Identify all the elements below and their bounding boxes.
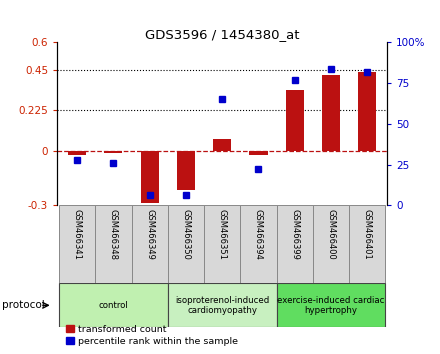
Text: GSM466351: GSM466351 [218, 209, 227, 260]
Text: protocol: protocol [2, 300, 45, 310]
Bar [313, 205, 349, 283]
Bar [240, 205, 277, 283]
Bar [177, 151, 195, 190]
Bar [322, 75, 340, 151]
Text: control: control [99, 301, 128, 310]
Bar [59, 283, 168, 327]
Title: GDS3596 / 1454380_at: GDS3596 / 1454380_at [145, 28, 300, 41]
Bar [358, 72, 376, 151]
Bar [277, 205, 313, 283]
Text: GSM466394: GSM466394 [254, 209, 263, 260]
Text: GSM466350: GSM466350 [181, 209, 191, 260]
Bar [213, 139, 231, 151]
Bar [95, 205, 132, 283]
Bar [286, 90, 304, 151]
Bar [104, 151, 122, 153]
Bar [349, 205, 385, 283]
Text: exercise-induced cardiac
hypertrophy: exercise-induced cardiac hypertrophy [277, 296, 385, 315]
Text: GSM466401: GSM466401 [363, 209, 372, 260]
Text: GSM466349: GSM466349 [145, 209, 154, 260]
Bar [59, 205, 95, 283]
Text: isoproterenol-induced
cardiomyopathy: isoproterenol-induced cardiomyopathy [175, 296, 269, 315]
Text: GSM466400: GSM466400 [326, 209, 335, 260]
Bar [249, 151, 268, 155]
Legend: transformed count, percentile rank within the sample: transformed count, percentile rank withi… [62, 321, 242, 349]
Bar [277, 283, 385, 327]
Bar [132, 205, 168, 283]
Text: GSM466348: GSM466348 [109, 209, 118, 260]
Text: GSM466341: GSM466341 [73, 209, 82, 260]
Bar [141, 151, 159, 202]
Bar [168, 205, 204, 283]
Bar [68, 151, 86, 155]
Text: GSM466399: GSM466399 [290, 209, 299, 260]
Bar [204, 205, 240, 283]
Bar [168, 283, 277, 327]
